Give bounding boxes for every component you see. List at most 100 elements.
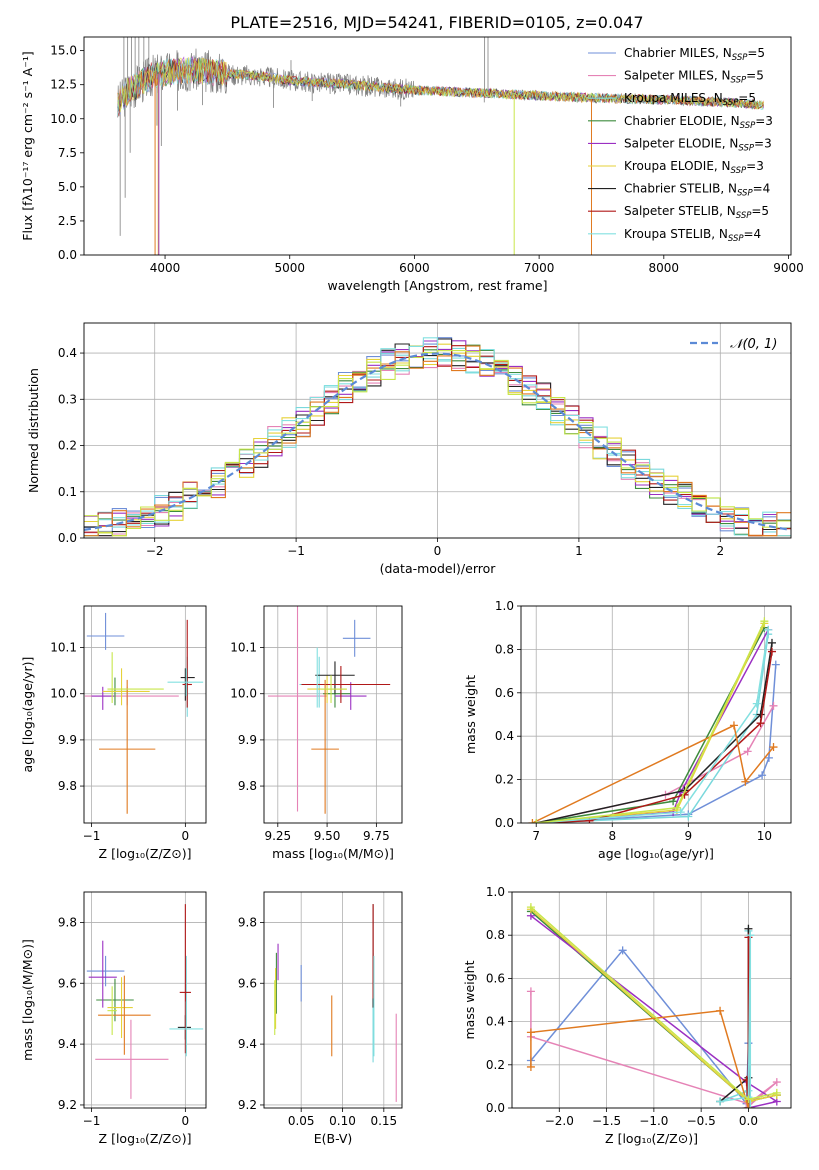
plus-marker — [526, 903, 535, 912]
mass-weight-line — [536, 623, 766, 823]
plus-marker — [746, 1104, 755, 1108]
plot-content — [84, 337, 791, 537]
legend-label: Salpeter ELODIE, NSSP=3 — [624, 136, 772, 153]
y-tick-label: 2.5 — [58, 214, 77, 228]
x-tick-label: −2.0 — [545, 1114, 574, 1128]
axes-frame — [83, 322, 792, 539]
normal-curve — [84, 352, 791, 531]
panel-ebv-mass: 0.05 0.10 0.15 9.2 9.4 9.6 9.8 E(B-V) — [238, 891, 403, 1146]
legend-label-sub: SSP — [732, 53, 748, 63]
y-tick-label: 9.8 — [238, 915, 257, 929]
x-axis-label: E(B-V) — [314, 1131, 353, 1146]
axes-frame — [83, 605, 207, 824]
x-axis-label: wavelength [Angstrom, rest frame] — [327, 278, 547, 293]
plot-content — [267, 606, 391, 814]
y-tick-label: 9.2 — [58, 1098, 77, 1112]
legend-label-count: =4 — [744, 227, 762, 241]
y-tick-label: 9.9 — [238, 733, 257, 747]
plot-content — [274, 904, 397, 1102]
axes-frame — [511, 891, 792, 1109]
model-spectrum-line — [117, 58, 764, 112]
plus-marker — [756, 719, 765, 728]
y-tick-label: 0.0 — [486, 1101, 505, 1115]
legend-label-name: Chabrier ELODIE — [624, 114, 723, 128]
legend-label-n: , N — [722, 136, 739, 150]
mass-weight-line — [536, 664, 777, 823]
legend-label-name: Kroupa STELIB — [624, 227, 711, 241]
legend-label: Chabrier ELODIE, NSSP=3 — [624, 114, 773, 131]
plot-content — [528, 617, 780, 823]
plot-content — [84, 612, 204, 814]
model-spectrum-line — [117, 57, 764, 116]
x-tick-label: 2 — [716, 544, 724, 558]
plus-marker — [744, 1095, 753, 1104]
x-tick-label: 10 — [757, 829, 772, 843]
y-tick-label: 0.2 — [58, 439, 77, 453]
plus-marker — [767, 638, 776, 647]
legend-label-n: , N — [714, 159, 731, 173]
plus-marker — [758, 771, 767, 780]
legend-label-sub: SSP — [736, 211, 752, 221]
y-tick-label: 12.5 — [50, 78, 77, 92]
grid-lines — [264, 606, 402, 823]
plus-marker — [769, 743, 778, 752]
legend-label: 𝒩(0, 1) — [730, 337, 777, 352]
y-tick-label: 9.6 — [238, 976, 257, 990]
axes-frame — [83, 36, 792, 256]
legend-label-count: =5 — [746, 69, 764, 83]
legend-label-count: =4 — [753, 182, 771, 196]
legend-label-n: , N — [714, 69, 731, 83]
legend-label-count: =5 — [747, 46, 765, 60]
panel-age-weight: 7 8 9 10 0.0 0.2 0.4 0.6 0.8 1.0 age [log₁₀(age/yr… — [463, 599, 792, 861]
y-axis-label: mass weight — [463, 675, 478, 754]
legend-label-count: =3 — [754, 136, 772, 150]
legend-label-sub: SSP — [740, 121, 756, 131]
legend-label-sub: SSP — [728, 234, 744, 244]
legend-label-n: , N — [723, 114, 740, 128]
x-tick-label: 8000 — [649, 261, 680, 275]
legend-label: Kroupa MILES, NSSP=5 — [624, 91, 756, 108]
legend-label-name: Kroupa ELODIE — [624, 159, 714, 173]
grid-lines — [264, 892, 402, 1108]
grid-lines — [521, 605, 791, 824]
grid-lines — [512, 891, 791, 1109]
x-axis-label: Z [log₁₀(Z/Z⊙)] — [99, 1131, 192, 1146]
y-tick-label: 0.0 — [495, 816, 514, 830]
x-tick-label: 0.15 — [370, 1114, 397, 1128]
x-tick-label: −1 — [83, 829, 101, 843]
plus-marker — [672, 803, 681, 812]
y-axis-label: age [log₁₀(age/yr)] — [20, 657, 35, 773]
y-tick-label: 9.8 — [58, 779, 77, 793]
y-tick-label: 9.8 — [58, 915, 77, 929]
panel-Z-age: −1 0 9.8 9.9 10.0 10.1 Z [log₁₀(Z/Z⊙)] age [log… — [20, 605, 207, 861]
mass-weight-line — [532, 724, 775, 823]
plus-marker — [676, 808, 685, 817]
legend-label: Chabrier STELIB, NSSP=4 — [624, 182, 770, 199]
plus-marker — [742, 1104, 751, 1108]
y-tick-label: 9.9 — [58, 733, 77, 747]
legend-label-n: , N — [706, 91, 723, 105]
plus-marker — [746, 931, 755, 940]
mass-weight-line — [530, 915, 779, 1108]
legend-label-name: Kroupa MILES — [624, 91, 706, 105]
axes-frame — [263, 891, 403, 1109]
x-tick-label: 4000 — [150, 261, 181, 275]
y-tick-label: 0.2 — [495, 773, 514, 787]
x-axis-label: mass [log₁₀(M/M⊙)] — [272, 846, 394, 861]
mass-weight-line — [536, 629, 769, 823]
y-tick-label: 0.3 — [58, 392, 77, 406]
x-tick-label: 0.05 — [288, 1114, 315, 1128]
x-tick-label: 0.10 — [329, 1114, 356, 1128]
y-tick-label: 9.6 — [58, 976, 77, 990]
plus-marker — [744, 924, 753, 933]
panel-Z-weight: −2.0 −1.5 −1.0 −0.5 0.0 0.0 0.2 0.4 0.6 0.8 1.0 Z [… — [462, 885, 792, 1146]
legend-label-n: , N — [711, 227, 728, 241]
legend-label-sub: SSP — [737, 189, 753, 199]
x-tick-label: −0.5 — [687, 1114, 716, 1128]
legend-label-sub: SSP — [731, 166, 747, 176]
x-tick-label: −1.5 — [592, 1114, 621, 1128]
y-tick-label: 0.2 — [486, 1058, 505, 1072]
y-tick-label: 9.2 — [238, 1098, 257, 1112]
plus-marker — [684, 812, 693, 821]
plot-content — [526, 903, 781, 1108]
